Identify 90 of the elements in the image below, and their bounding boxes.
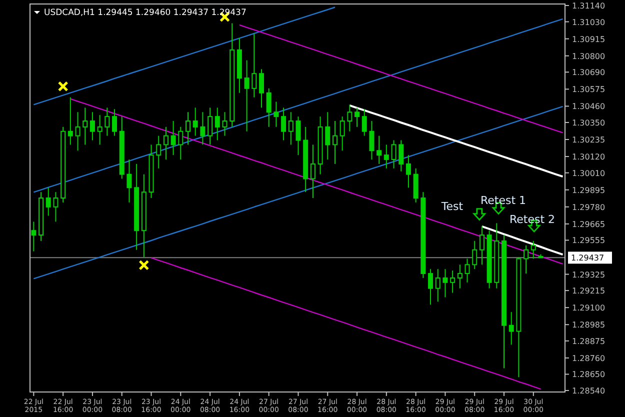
candlestick xyxy=(524,244,529,274)
candlestick xyxy=(354,107,360,128)
candlestick xyxy=(435,268,440,302)
candlestick xyxy=(31,221,36,252)
y-tick-label: 1.28760 xyxy=(572,354,606,363)
y-tick-label: 1.29895 xyxy=(572,186,606,195)
y-tick-label: 1.30010 xyxy=(572,168,606,178)
candlestick xyxy=(347,104,352,132)
y-tick-label: 1.29780 xyxy=(572,202,606,212)
candlestick xyxy=(391,140,396,169)
candlestick xyxy=(332,120,338,164)
candlestick xyxy=(508,312,514,346)
candlestick xyxy=(156,135,162,169)
candlestick xyxy=(178,126,184,160)
y-tick-label: 1.28650 xyxy=(572,370,606,380)
candlestick xyxy=(266,88,272,128)
y-tick-label: 1.30915 xyxy=(572,34,606,44)
y-tick-label: 1.30575 xyxy=(572,85,606,94)
line-series xyxy=(348,104,564,178)
y-tick-label: 1.31140 xyxy=(572,1,606,10)
candlestick xyxy=(104,107,110,136)
ref-line-label: 1.29437 xyxy=(571,254,604,263)
line-series xyxy=(33,18,564,193)
candlestick xyxy=(214,107,220,141)
y-tick-label: 1.30120 xyxy=(572,152,606,162)
candlestick xyxy=(450,270,456,294)
y-tick-label: 1.29555 xyxy=(572,236,606,246)
line-series xyxy=(33,106,564,280)
candlestick xyxy=(112,108,118,136)
candlestick xyxy=(406,154,411,188)
y-tick-label: 1.30690 xyxy=(572,68,606,78)
candlestick xyxy=(186,112,190,146)
candlestick xyxy=(464,258,470,283)
line-series xyxy=(33,6,336,106)
y-tick-label: 1.28985 xyxy=(572,320,606,330)
candlestick xyxy=(244,60,250,132)
candlestick xyxy=(126,158,132,203)
y-tick-label: 1.29665 xyxy=(572,220,606,229)
candlestick xyxy=(200,112,206,146)
candlestick xyxy=(68,96,73,146)
y-tick-label: 1.30460 xyxy=(572,102,606,112)
candlestick xyxy=(442,268,448,298)
candlestick xyxy=(90,112,95,141)
text: USDCAD,H1 1.29445 1.29460 1.29437 1.29437 xyxy=(44,8,246,18)
candlestick xyxy=(369,120,374,160)
candlestick xyxy=(310,144,316,198)
candlestick xyxy=(281,107,286,141)
candlestick xyxy=(163,126,168,160)
candlestick xyxy=(170,120,176,156)
y-tick-label: 1.30350 xyxy=(572,118,606,128)
candlestick xyxy=(457,264,462,289)
candlestick xyxy=(192,107,198,136)
y-tick-label: 1.30800 xyxy=(572,52,606,61)
candlestick xyxy=(274,101,279,128)
candlestick xyxy=(97,114,102,146)
candlestick xyxy=(222,112,228,136)
line-series xyxy=(480,225,564,256)
candlestick xyxy=(46,187,51,216)
candlestick xyxy=(428,268,434,306)
candlestick xyxy=(472,240,478,270)
y-tick-label: 1.31030 xyxy=(572,18,606,27)
candlestick xyxy=(75,112,80,152)
candlestick xyxy=(53,192,58,222)
candlestick xyxy=(288,112,294,146)
candlestick xyxy=(479,226,484,266)
y-tick-label: 1.29215 xyxy=(572,286,606,296)
line-series xyxy=(70,98,564,264)
candlestick xyxy=(376,135,382,164)
candlestick xyxy=(296,116,301,156)
candlestick xyxy=(82,107,88,146)
y-tick-label: 1.28875 xyxy=(572,336,606,346)
candlestick xyxy=(362,108,367,136)
line-series xyxy=(150,257,542,390)
y-tick-label: 1.29100 xyxy=(572,304,606,313)
line-series xyxy=(238,24,564,134)
annotation: Retest 2 xyxy=(510,213,556,226)
candlestick xyxy=(325,112,330,160)
candlestick xyxy=(258,68,264,108)
y-tick-label: 1.29325 xyxy=(572,270,606,280)
candlestick xyxy=(340,116,345,152)
candlestick xyxy=(398,140,404,172)
candlestick xyxy=(413,168,418,203)
candlestick xyxy=(384,144,389,169)
candlestick xyxy=(530,240,536,260)
candlestick xyxy=(208,107,213,146)
annotation: Retest 1 xyxy=(480,194,526,207)
y-tick-label: 1.28540 xyxy=(572,386,606,396)
candlestick xyxy=(252,33,257,98)
annotation: Test xyxy=(440,200,464,213)
y-tick-label: 1.30235 xyxy=(572,136,606,145)
